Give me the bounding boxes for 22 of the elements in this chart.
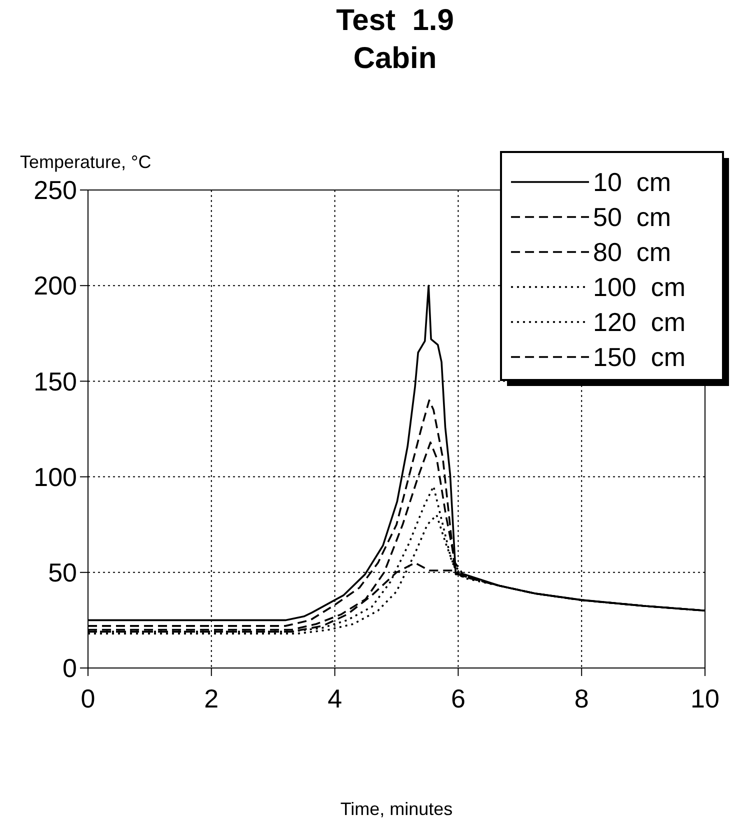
y-tick-label: 100 xyxy=(34,462,77,492)
y-tick-label: 200 xyxy=(34,270,77,301)
y-tick-label: 0 xyxy=(62,653,77,684)
x-axis-title: Time, minutes xyxy=(340,799,453,819)
y-axis-title: Temperature, °C xyxy=(20,152,152,172)
x-tick-label: 0 xyxy=(80,684,96,714)
legend-label: 80 cm xyxy=(593,237,672,267)
legend-label: 50 cm xyxy=(593,202,672,232)
chart-title: Test 1.9 xyxy=(336,4,454,37)
legend-label: 100 cm xyxy=(593,272,686,302)
y-tick-label: 150 xyxy=(34,366,77,396)
y-tick-label: 250 xyxy=(34,175,77,206)
y-tick-label: 50 xyxy=(48,558,77,588)
x-tick-label: 8 xyxy=(574,684,589,714)
x-tick-label: 4 xyxy=(328,684,342,714)
x-tick-label: 10 xyxy=(690,684,720,714)
legend-label: 10 cm xyxy=(593,167,672,197)
x-tick-label: 6 xyxy=(450,684,466,714)
legend-label: 120 cm xyxy=(593,307,686,337)
legend-label: 150 cm xyxy=(593,342,686,372)
chart-subtitle: Cabin xyxy=(353,42,437,75)
x-tick-label: 2 xyxy=(204,684,219,714)
